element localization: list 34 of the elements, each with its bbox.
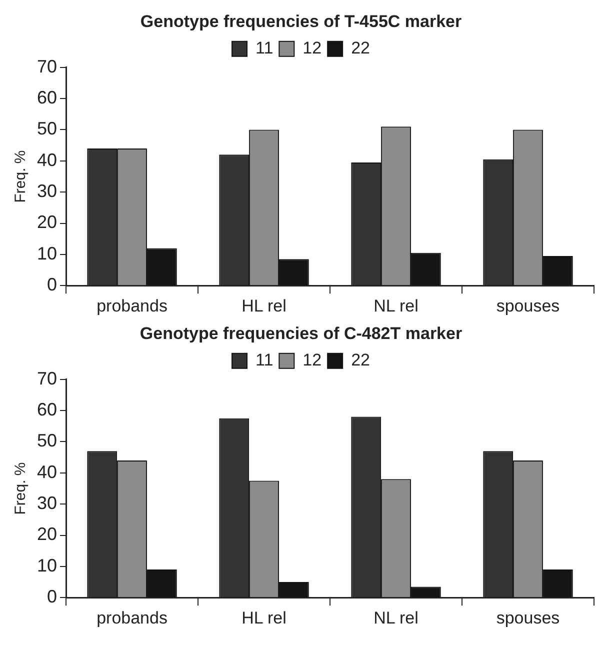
- y-axis-title: Freq. %: [12, 150, 30, 203]
- legend-label: 12: [302, 38, 322, 58]
- y-tick-label: 50: [36, 430, 58, 451]
- y-tick-label: 70: [36, 56, 58, 76]
- legend-label: 11: [256, 350, 274, 370]
- legend-label: 22: [351, 38, 370, 58]
- y-tick-label: 60: [36, 400, 58, 420]
- y-axis-title: Freq. %: [12, 462, 30, 515]
- y-tick-label: 20: [36, 524, 58, 544]
- legend-label: 12: [302, 350, 322, 370]
- y-tick-label: 0: [47, 274, 58, 295]
- x-tick-label: spouses: [496, 296, 560, 316]
- y-tick-label: 30: [36, 493, 58, 514]
- y-tick-label: 60: [36, 88, 58, 108]
- x-tick-label: probands: [96, 296, 168, 316]
- y-tick-label: 40: [36, 462, 58, 482]
- chart-title: Genotype frequencies of T-455C marker: [140, 12, 462, 31]
- y-tick-label: 10: [36, 243, 58, 264]
- x-tick-label: NL rel: [374, 608, 418, 628]
- y-tick-label: 30: [36, 181, 58, 202]
- x-tick-label: spouses: [496, 608, 560, 628]
- x-tick-label: HL rel: [242, 296, 286, 316]
- chart-title: Genotype frequencies of C-482T marker: [140, 324, 462, 343]
- y-tick-label: 0: [47, 586, 58, 607]
- x-tick-label: NL rel: [374, 296, 418, 316]
- x-tick-label: HL rel: [242, 608, 286, 628]
- y-tick-label: 40: [36, 150, 58, 170]
- legend-label: 11: [256, 38, 274, 58]
- y-tick-label: 10: [36, 555, 58, 576]
- y-tick-label: 50: [36, 118, 58, 139]
- x-tick-label: probands: [96, 608, 168, 628]
- legend-label: 22: [351, 350, 370, 370]
- y-tick-label: 20: [36, 212, 58, 232]
- y-tick-label: 70: [36, 368, 58, 388]
